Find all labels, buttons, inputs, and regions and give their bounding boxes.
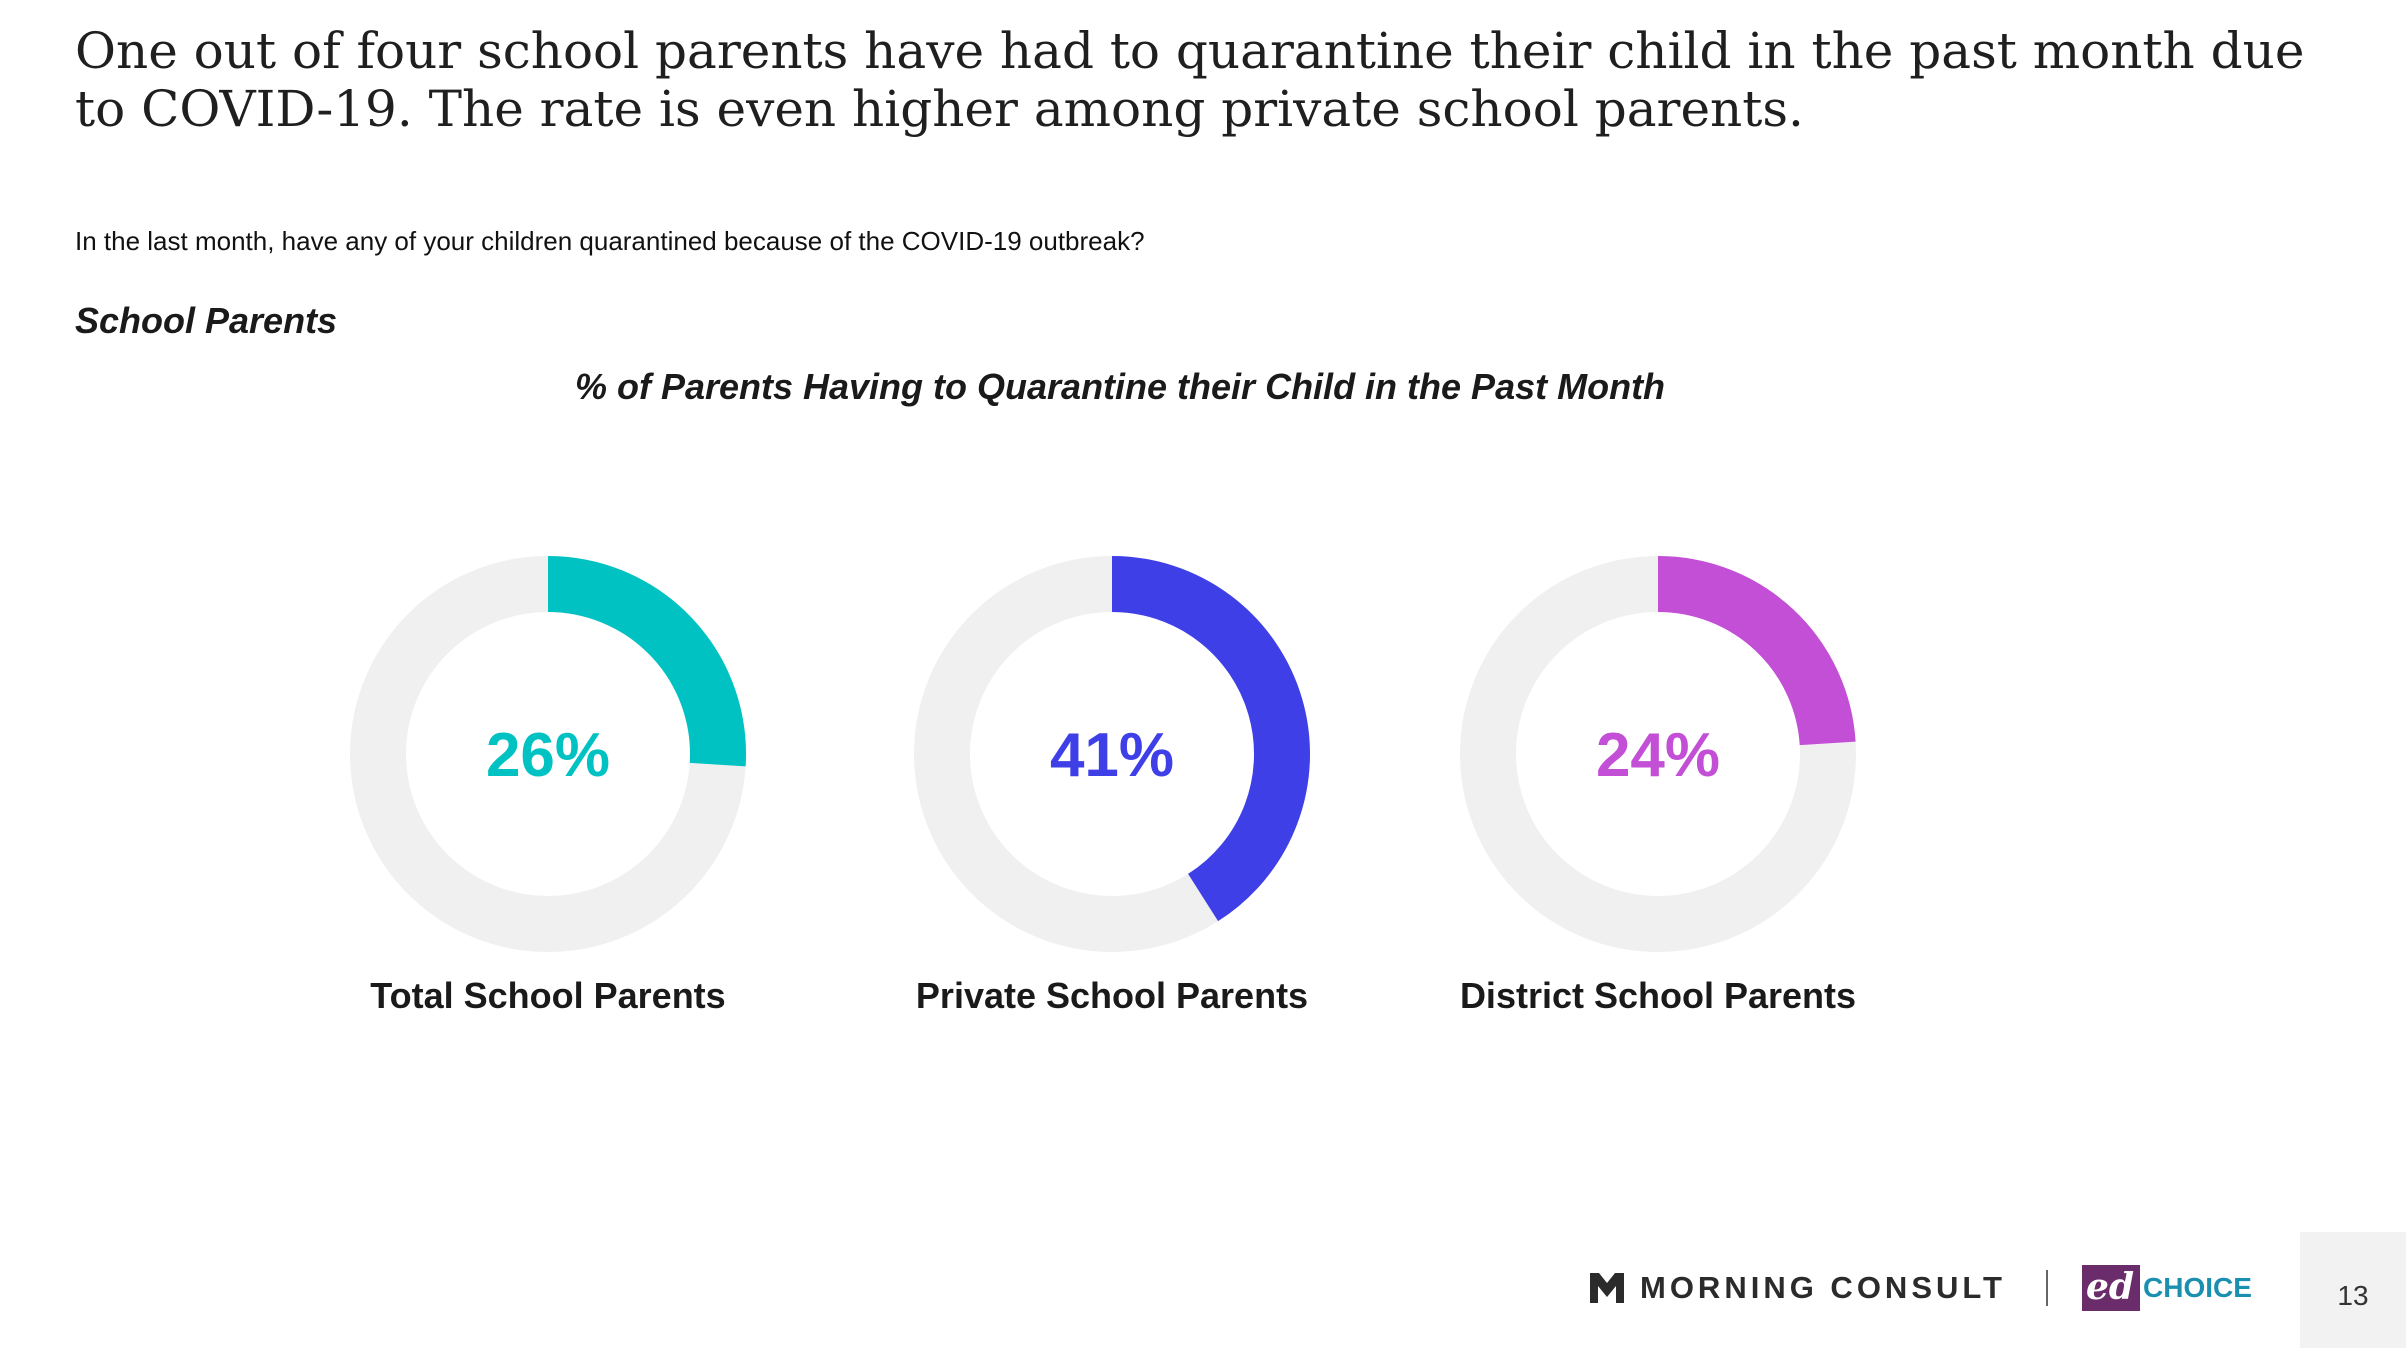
donut-value-arc	[1111, 556, 1310, 922]
donut-category-label: Private School Parents	[916, 975, 1308, 1016]
segment-label: School Parents	[75, 300, 338, 341]
footer-divider	[2045, 1270, 2048, 1306]
donut-category-label: District School Parents	[1460, 975, 1856, 1016]
donut-2: 41% Private School Parents	[914, 556, 1310, 1016]
donut-1: 26% Total School Parents	[350, 556, 746, 1016]
edchoice-ed-mark: ed	[2081, 1265, 2141, 1311]
slide-headline: One out of four school parents have had …	[75, 22, 2305, 138]
edchoice-logo: ed CHOICE	[2081, 1265, 2252, 1311]
morning-consult-wordmark: MORNING CONSULT	[1640, 1270, 2006, 1305]
survey-question: In the last month, have any of your chil…	[75, 226, 1145, 256]
donut-value-label: 41%	[1050, 721, 1174, 790]
donut-value-arc	[547, 556, 746, 767]
page-number-box: 13	[2300, 1232, 2406, 1348]
chart-title: % of Parents Having to Quarantine their …	[574, 366, 1666, 407]
page-number: 13	[2337, 1280, 2369, 1311]
donut-value-label: 24%	[1596, 721, 1720, 790]
morning-consult-mark-icon	[1590, 1273, 1624, 1303]
donut-category-label: Total School Parents	[370, 975, 725, 1016]
donut-value-arc	[1657, 556, 1856, 746]
edchoice-wordmark: CHOICE	[2143, 1272, 2252, 1303]
donut-3: 24% District School Parents	[1460, 556, 1856, 1016]
morning-consult-logo: MORNING CONSULT	[1590, 1270, 2006, 1306]
donut-value-label: 26%	[486, 721, 610, 790]
footer-logos: MORNING CONSULT ed CHOICE	[1590, 1258, 2252, 1318]
